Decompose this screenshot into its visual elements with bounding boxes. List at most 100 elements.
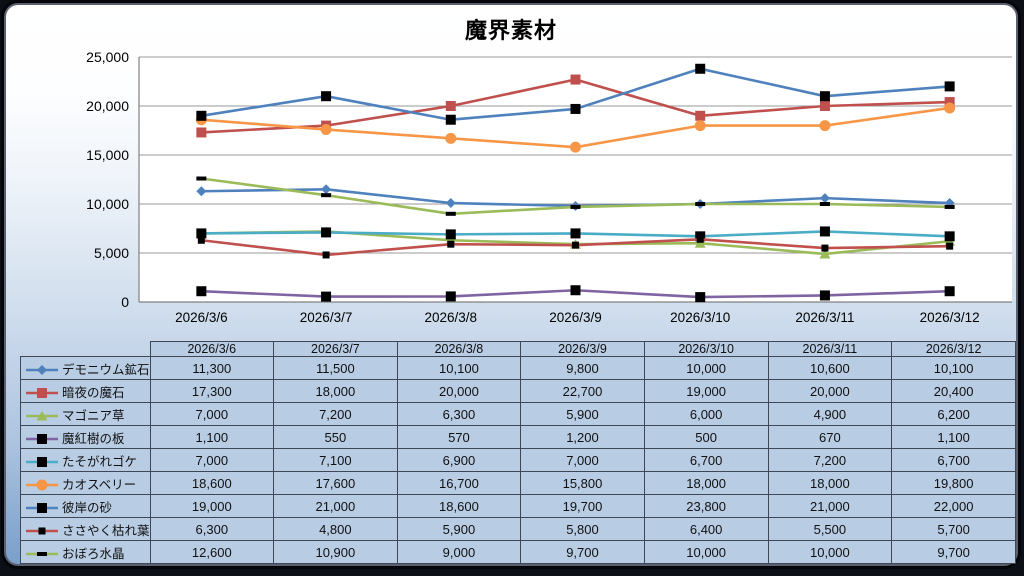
table-value-cell: 7,000 xyxy=(149,402,275,426)
table-value-cell: 18,600 xyxy=(396,494,522,518)
table-corner-ghost-cell xyxy=(21,342,151,357)
legend-marker-icon xyxy=(26,433,58,444)
table-value-cell: 1,200 xyxy=(520,425,645,449)
series-legend-cell: ささやく枯れ葉 xyxy=(20,517,151,541)
table-value-cell: 20,000 xyxy=(396,379,522,403)
x-tick-label: 2026/3/11 xyxy=(795,310,854,325)
series-label: カオスベリー xyxy=(62,477,137,492)
series-label: 暗夜の魔石 xyxy=(62,385,125,400)
table-value-cell: 9,700 xyxy=(891,540,1016,564)
legend-marker-icon xyxy=(26,479,58,490)
table-value-cell: 18,000 xyxy=(767,471,893,495)
table-value-cell: 5,800 xyxy=(520,517,645,541)
table-value-cell: 7,100 xyxy=(273,448,398,472)
table-value-cell: 5,900 xyxy=(520,402,645,426)
x-tick-label: 2026/3/7 xyxy=(300,310,353,325)
table-value-cell: 5,500 xyxy=(767,517,893,541)
table-header-cell: 2026/3/9 xyxy=(520,341,645,357)
table-value-cell: 6,200 xyxy=(891,402,1016,426)
table-value-cell: 1,100 xyxy=(891,425,1016,449)
table-row: 魔紅樹の板 1,100 550 570 1,200 500 670 1,100 xyxy=(20,425,1016,449)
y-tick-label: 10,000 xyxy=(86,196,129,212)
table-header-cell: 2026/3/6 xyxy=(149,341,275,357)
table-value-cell: 1,100 xyxy=(149,425,275,449)
table-value-cell: 21,000 xyxy=(767,494,893,518)
line-chart: 0 5,000 10,000 15,000 20,000 25,000 2026/3/6 20… xyxy=(86,49,1012,325)
legend-marker-icon xyxy=(26,364,58,375)
table-value-cell: 4,800 xyxy=(273,517,398,541)
table-value-cell: 17,600 xyxy=(273,471,398,495)
table-value-cell: 6,300 xyxy=(149,517,275,541)
table-value-cell: 550 xyxy=(273,425,398,449)
table-row: おぼろ水晶 12,600 10,900 9,000 9,700 10,000 10,000 9… xyxy=(20,540,1016,564)
table-value-cell: 15,800 xyxy=(520,471,645,495)
legend-marker-icon xyxy=(26,456,58,467)
table-value-cell: 9,800 xyxy=(520,356,645,380)
y-tick-label: 5,000 xyxy=(94,245,129,261)
series-label: 彼岸の砂 xyxy=(62,500,113,515)
plot-area xyxy=(139,57,1012,302)
table-value-cell: 9,000 xyxy=(396,540,522,564)
table-value-cell: 6,400 xyxy=(643,517,769,541)
legend-marker-icon xyxy=(26,387,58,398)
series-label: ささやく枯れ葉 xyxy=(62,523,150,538)
table-row: ささやく枯れ葉 6,300 4,800 5,900 5,800 6,400 5,500 5,7… xyxy=(20,517,1016,541)
table-value-cell: 4,900 xyxy=(767,402,893,426)
series-legend-cell: 魔紅樹の板 xyxy=(20,425,151,449)
table-header-cell: 2026/3/12 xyxy=(891,341,1016,357)
series-おぼろ水晶 xyxy=(196,176,955,216)
series-label: デモニウム鉱石 xyxy=(62,362,150,377)
y-tick-label: 20,000 xyxy=(86,98,129,114)
table-value-cell: 7,200 xyxy=(767,448,893,472)
table-value-cell: 16,700 xyxy=(396,471,522,495)
y-tick-label: 0 xyxy=(121,294,129,310)
table-header-cell: 2026/3/8 xyxy=(396,341,522,357)
table-header-cell: 2026/3/11 xyxy=(767,341,893,357)
legend-marker-icon xyxy=(26,502,58,513)
table-value-cell: 9,700 xyxy=(520,540,645,564)
table-value-cell: 18,600 xyxy=(149,471,275,495)
series-label: 魔紅樹の板 xyxy=(62,431,125,446)
table-value-cell: 10,000 xyxy=(767,540,893,564)
table-value-cell: 20,000 xyxy=(767,379,893,403)
x-tick-label: 2026/3/10 xyxy=(670,310,730,325)
table-value-cell: 6,700 xyxy=(643,448,769,472)
y-tick-label: 25,000 xyxy=(86,49,129,65)
table-value-cell: 10,000 xyxy=(643,540,769,564)
table-value-cell: 6,000 xyxy=(643,402,769,426)
table-value-cell: 19,000 xyxy=(149,494,275,518)
data-table: 2026/3/6 2026/3/7 2026/3/8 2026/3/9 2026/3/1… xyxy=(20,341,1016,564)
table-value-cell: 22,700 xyxy=(520,379,645,403)
table-row: カオスベリー 18,600 17,600 16,700 15,800 18,000 18,0… xyxy=(20,471,1016,495)
series-legend-cell: デモニウム鉱石 xyxy=(20,356,151,380)
table-value-cell: 19,000 xyxy=(643,379,769,403)
table-value-cell: 11,300 xyxy=(149,356,275,380)
series-legend-cell: おぼろ水晶 xyxy=(20,540,151,564)
series-legend-cell: マゴニア草 xyxy=(20,402,151,426)
series-カオスベリー xyxy=(195,102,956,153)
table-row: マゴニア草 7,000 7,200 6,300 5,900 6,000 4,900 6,200 xyxy=(20,402,1016,426)
table-value-cell: 500 xyxy=(643,425,769,449)
table-value-cell: 10,000 xyxy=(643,356,769,380)
table-value-cell: 19,800 xyxy=(891,471,1016,495)
legend-marker-icon xyxy=(26,410,58,420)
table-value-cell: 7,000 xyxy=(520,448,645,472)
table-header-cell: 2026/3/7 xyxy=(273,341,398,357)
series-label: たそがれゴケ xyxy=(62,454,138,469)
x-tick-label: 2026/3/6 xyxy=(175,310,228,325)
table-value-cell: 6,700 xyxy=(891,448,1016,472)
series-legend-cell: 彼岸の砂 xyxy=(20,494,151,518)
table-value-cell: 21,000 xyxy=(273,494,398,518)
chart-panel: 魔界素材 0 5,000 10,000 15,000 20,000 25,000 2026/… xyxy=(4,3,1018,566)
table-value-cell: 18,000 xyxy=(643,471,769,495)
series-ささやく枯れ葉 xyxy=(197,235,954,259)
x-tick-label: 2026/3/8 xyxy=(425,310,478,325)
chart-title: 魔界素材 xyxy=(464,18,557,43)
table-value-cell: 6,300 xyxy=(396,402,522,426)
table-value-cell: 11,500 xyxy=(273,356,398,380)
table-body: デモニウム鉱石 11,300 11,500 10,100 9,800 10,000 10,6… xyxy=(20,356,1016,564)
table-value-cell: 7,200 xyxy=(273,402,398,426)
table-value-cell: 570 xyxy=(396,425,522,449)
table-row: たそがれゴケ 7,000 7,100 6,900 7,000 6,700 7,200 6,70… xyxy=(20,448,1016,472)
